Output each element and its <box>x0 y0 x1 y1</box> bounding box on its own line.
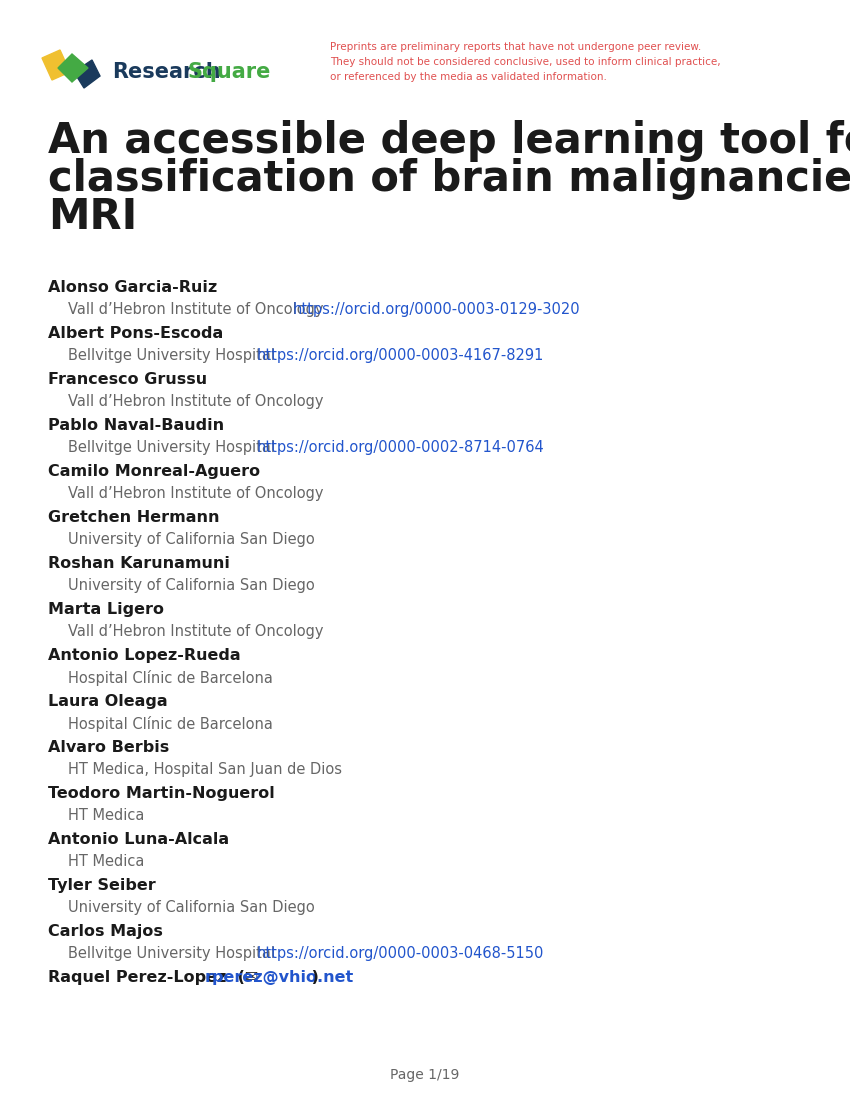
Text: Bellvitge University Hospital: Bellvitge University Hospital <box>68 946 275 961</box>
Text: Hospital Clínic de Barcelona: Hospital Clínic de Barcelona <box>68 670 273 686</box>
Text: Preprints are preliminary reports that have not undergone peer review.
They shou: Preprints are preliminary reports that h… <box>330 42 721 81</box>
Text: https://orcid.org/0000-0002-8714-0764: https://orcid.org/0000-0002-8714-0764 <box>257 440 545 455</box>
Polygon shape <box>74 60 100 88</box>
Text: University of California San Diego: University of California San Diego <box>68 578 314 593</box>
Text: Francesco Grussu: Francesco Grussu <box>48 372 207 387</box>
Text: Vall d’Hebron Institute of Oncology: Vall d’Hebron Institute of Oncology <box>68 486 324 500</box>
Text: University of California San Diego: University of California San Diego <box>68 532 314 547</box>
Polygon shape <box>58 54 88 82</box>
Text: HT Medica, Hospital San Juan de Dios: HT Medica, Hospital San Juan de Dios <box>68 762 342 777</box>
Text: Roshan Karunamuni: Roshan Karunamuni <box>48 556 230 571</box>
Text: Research: Research <box>112 62 221 82</box>
Text: MRI: MRI <box>48 196 137 238</box>
Text: HT Medica: HT Medica <box>68 808 144 823</box>
Text: https://orcid.org/0000-0003-0129-3020: https://orcid.org/0000-0003-0129-3020 <box>292 302 580 317</box>
Text: University of California San Diego: University of California San Diego <box>68 900 314 915</box>
Text: Alonso Garcia-Ruiz: Alonso Garcia-Ruiz <box>48 280 218 295</box>
Text: Square: Square <box>188 62 271 82</box>
Text: https://orcid.org/0000-0003-0468-5150: https://orcid.org/0000-0003-0468-5150 <box>257 946 545 961</box>
Text: HT Medica: HT Medica <box>68 854 144 869</box>
Text: Camilo Monreal-Aguero: Camilo Monreal-Aguero <box>48 464 260 478</box>
Text: Antonio Luna-Alcala: Antonio Luna-Alcala <box>48 832 230 847</box>
Text: Vall d’Hebron Institute of Oncology: Vall d’Hebron Institute of Oncology <box>68 624 324 639</box>
Text: ): ) <box>306 970 320 985</box>
Text: Gretchen Hermann: Gretchen Hermann <box>48 510 219 525</box>
Text: Vall d’Hebron Institute of Oncology: Vall d’Hebron Institute of Oncology <box>68 302 324 317</box>
Text: Marta Ligero: Marta Ligero <box>48 602 164 617</box>
Text: Laura Oleaga: Laura Oleaga <box>48 694 167 710</box>
Text: Carlos Majos: Carlos Majos <box>48 924 163 939</box>
Text: Tyler Seiber: Tyler Seiber <box>48 878 156 893</box>
Text: Antonio Lopez-Rueda: Antonio Lopez-Rueda <box>48 648 241 663</box>
Text: Vall d’Hebron Institute of Oncology: Vall d’Hebron Institute of Oncology <box>68 394 324 409</box>
Text: classification of brain malignancies from perfusion: classification of brain malignancies fro… <box>48 158 850 200</box>
Text: Hospital Clínic de Barcelona: Hospital Clínic de Barcelona <box>68 716 273 732</box>
Text: Albert Pons-Escoda: Albert Pons-Escoda <box>48 326 224 341</box>
Polygon shape <box>42 50 70 80</box>
Text: Bellvitge University Hospital: Bellvitge University Hospital <box>68 348 275 363</box>
Text: Teodoro Martin-Noguerol: Teodoro Martin-Noguerol <box>48 786 275 801</box>
Text: https://orcid.org/0000-0003-4167-8291: https://orcid.org/0000-0003-4167-8291 <box>257 348 545 363</box>
Text: Bellvitge University Hospital: Bellvitge University Hospital <box>68 440 275 455</box>
Text: Alvaro Berbis: Alvaro Berbis <box>48 740 169 755</box>
Text: Raquel Perez-Lopez  (✉: Raquel Perez-Lopez (✉ <box>48 970 264 985</box>
Text: rperez@vhio.net: rperez@vhio.net <box>204 970 354 985</box>
Text: An accessible deep learning tool for voxel-wise: An accessible deep learning tool for vox… <box>48 120 850 162</box>
Text: Pablo Naval-Baudin: Pablo Naval-Baudin <box>48 418 224 433</box>
Text: Page 1/19: Page 1/19 <box>390 1068 460 1082</box>
